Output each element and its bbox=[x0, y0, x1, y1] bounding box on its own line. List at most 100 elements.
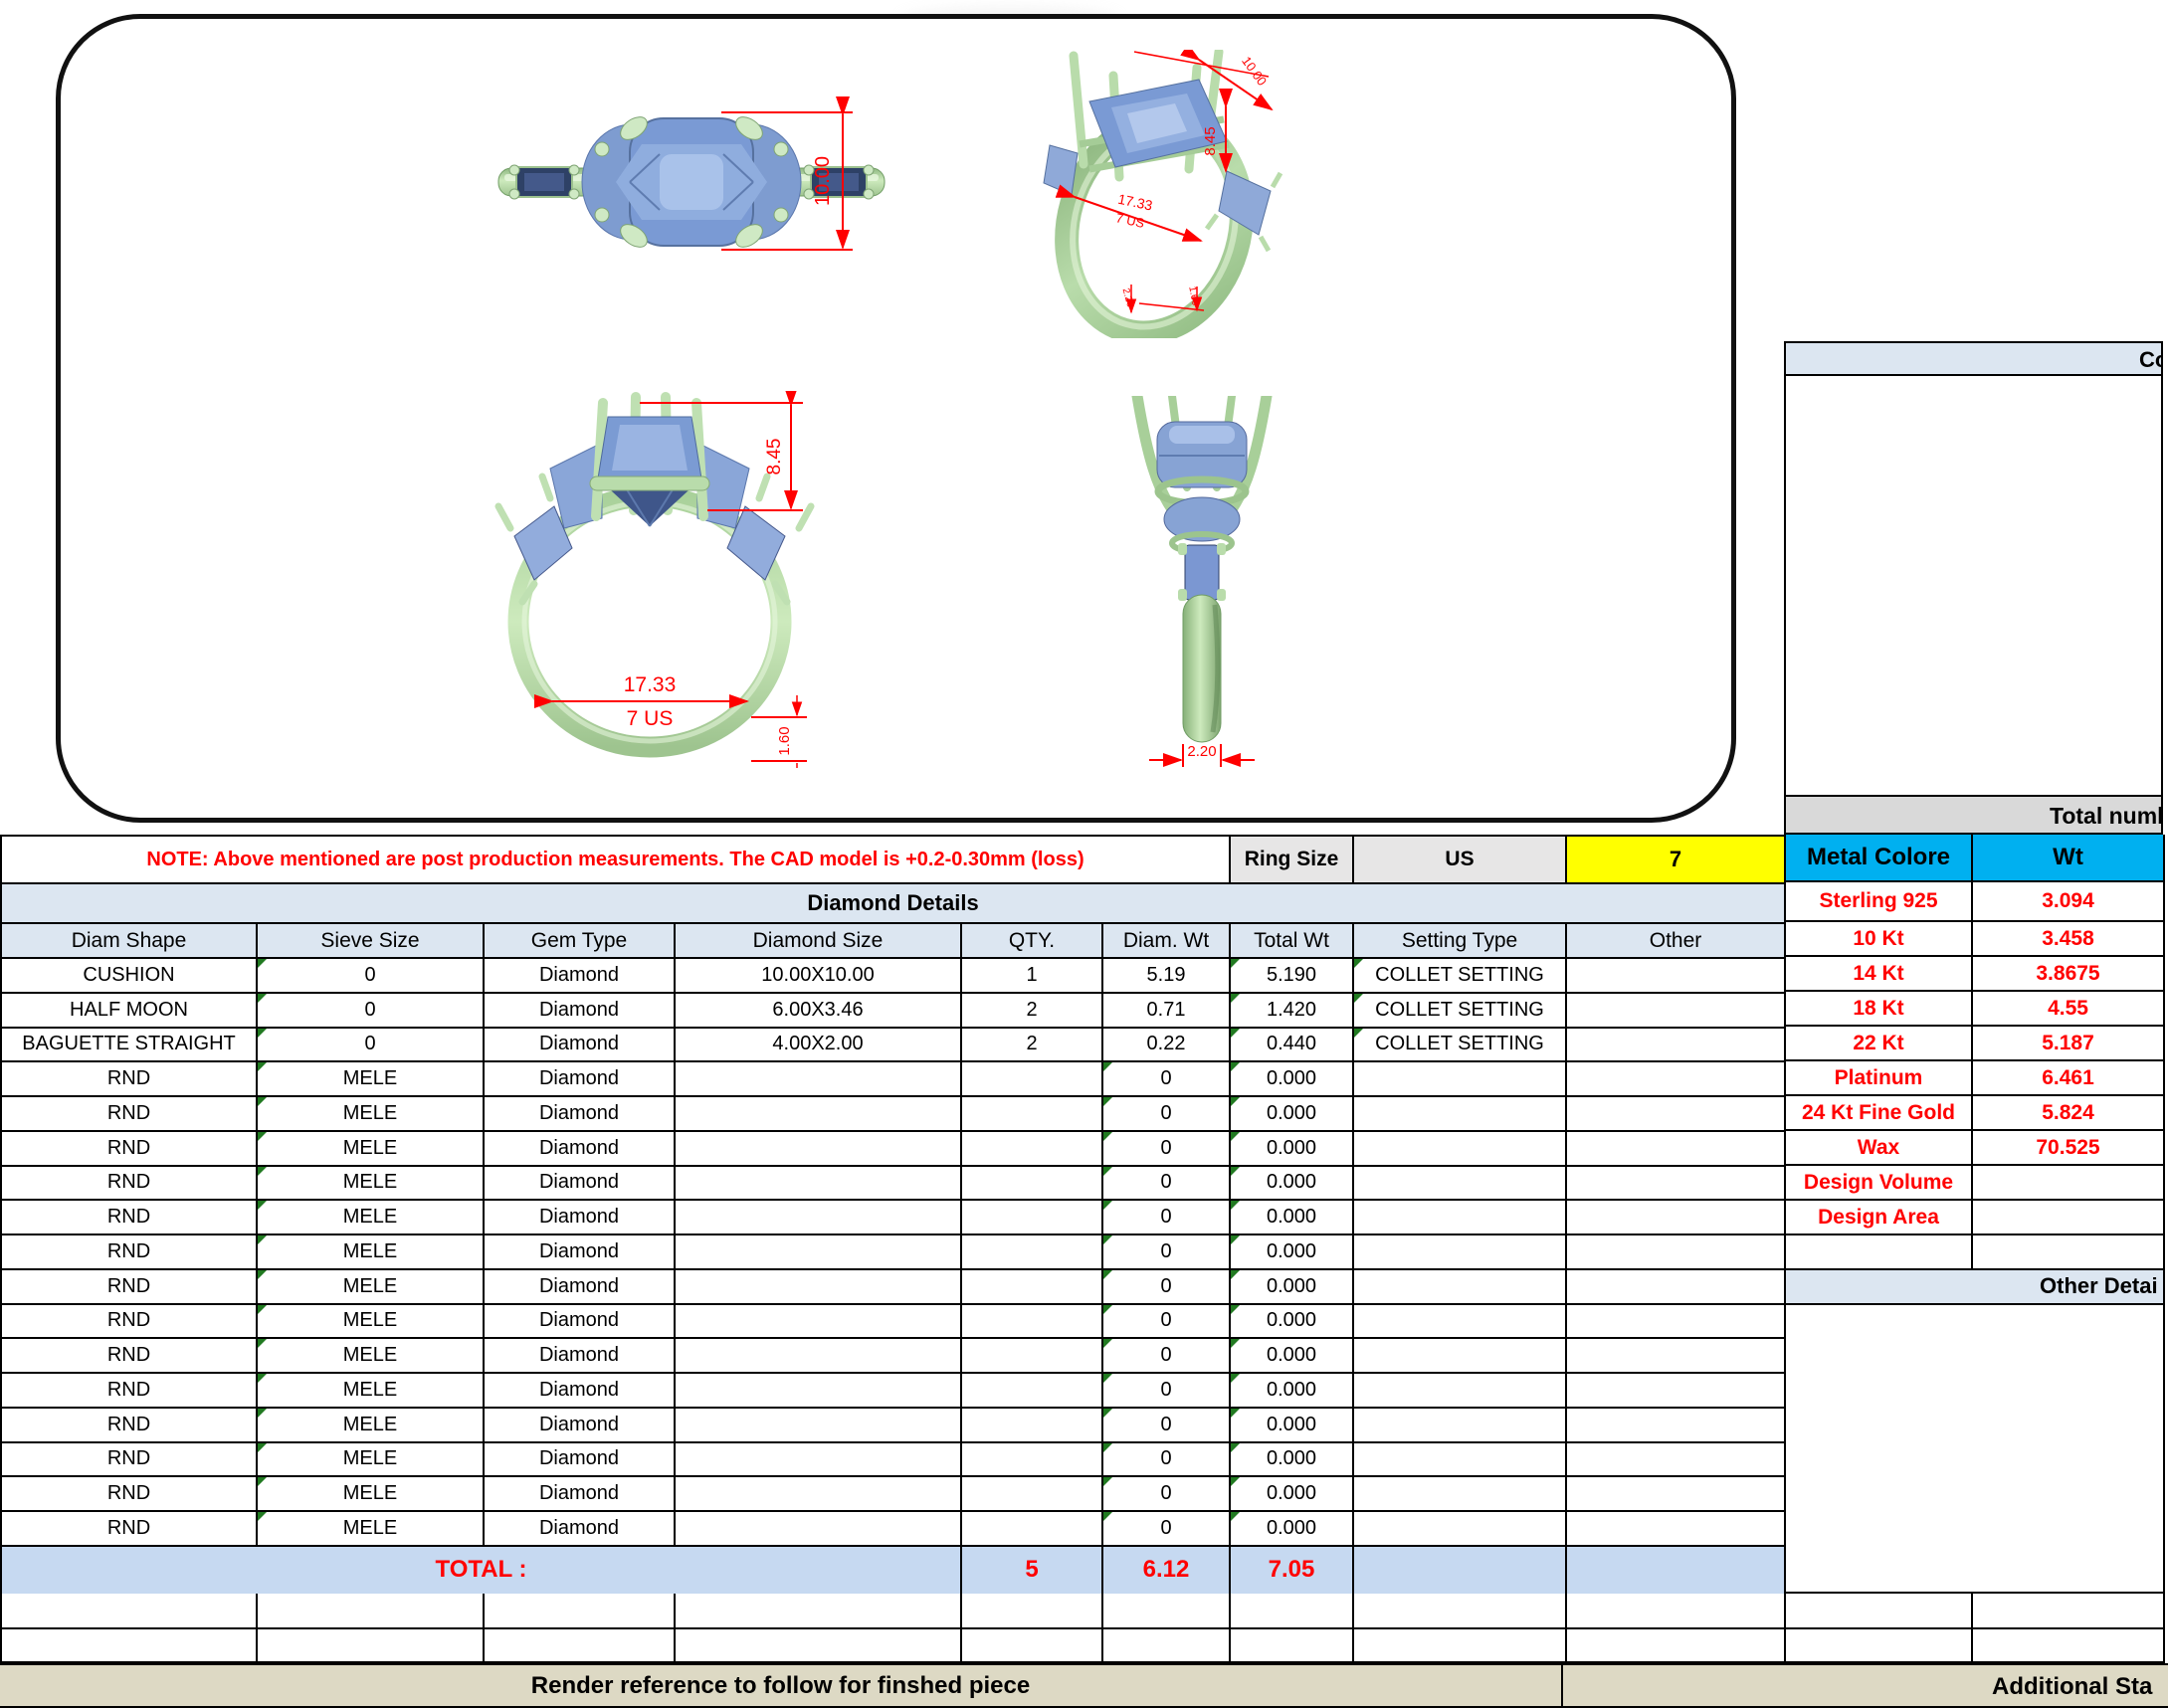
cell-total-wt[interactable]: 0.000 bbox=[1231, 1442, 1354, 1478]
total-label[interactable]: TOTAL : bbox=[2, 1546, 962, 1596]
cell-metal-weight[interactable]: 5.824 bbox=[1973, 1096, 2165, 1131]
cell-diam-shape[interactable]: RND bbox=[2, 1235, 258, 1270]
empty-cell[interactable] bbox=[1231, 1594, 1354, 1629]
cell-metal-weight[interactable]: 3.094 bbox=[1973, 882, 2165, 922]
empty-cell[interactable] bbox=[676, 1629, 962, 1663]
total-diam-wt[interactable]: 6.12 bbox=[1103, 1546, 1231, 1596]
cell-other[interactable] bbox=[1567, 1374, 1786, 1409]
cell-total-wt[interactable]: 1.420 bbox=[1231, 993, 1354, 1029]
cell-diam-wt[interactable]: 0 bbox=[1103, 1235, 1231, 1270]
cell-diam-wt[interactable]: 0 bbox=[1103, 1304, 1231, 1340]
cell-metal-weight[interactable]: 4.55 bbox=[1973, 992, 2165, 1027]
cell-total-wt[interactable]: 0.000 bbox=[1231, 1131, 1354, 1167]
cell-diam-wt[interactable]: 0 bbox=[1103, 1339, 1231, 1374]
cell-other[interactable] bbox=[1567, 1339, 1786, 1374]
cell-other[interactable] bbox=[1567, 1131, 1786, 1167]
cell-other[interactable] bbox=[1567, 1028, 1786, 1063]
col-header-diam-wt[interactable]: Diam. Wt bbox=[1103, 924, 1231, 959]
cell-gem-type[interactable]: Diamond bbox=[485, 1201, 676, 1235]
cell-diam-shape[interactable]: RND bbox=[2, 1442, 258, 1478]
empty-cell[interactable] bbox=[258, 1629, 485, 1663]
cell-diamond-size[interactable] bbox=[676, 1166, 962, 1202]
cell-metal-weight[interactable]: 70.525 bbox=[1973, 1131, 2165, 1166]
empty-cell[interactable] bbox=[258, 1594, 485, 1629]
cell-setting-type[interactable] bbox=[1354, 1097, 1567, 1132]
cell-metal-weight[interactable]: 5.187 bbox=[1973, 1027, 2165, 1061]
cell-diam-wt[interactable]: 5.19 bbox=[1103, 959, 1231, 994]
cell-diam-wt[interactable]: 0 bbox=[1103, 1408, 1231, 1443]
cell-diamond-size[interactable] bbox=[676, 1269, 962, 1305]
cell-sieve-size[interactable]: MELE bbox=[258, 1512, 485, 1547]
cell-other[interactable] bbox=[1567, 993, 1786, 1029]
metal-wt-header[interactable]: Wt bbox=[1973, 835, 2165, 882]
cell-setting-type[interactable] bbox=[1354, 1131, 1567, 1167]
cell-gem-type[interactable]: Diamond bbox=[485, 1062, 676, 1097]
cell-setting-type[interactable] bbox=[1354, 1339, 1567, 1374]
cell-diam-shape[interactable]: RND bbox=[2, 1097, 258, 1132]
cell-total-wt[interactable]: 0.000 bbox=[1231, 1408, 1354, 1443]
cell-metal-name[interactable]: 10 Kt bbox=[1786, 922, 1973, 957]
total-qty[interactable]: 5 bbox=[962, 1546, 1103, 1596]
cell-other[interactable] bbox=[1567, 1512, 1786, 1547]
empty-cell[interactable] bbox=[2, 1594, 258, 1629]
cell-qty[interactable] bbox=[962, 1374, 1103, 1409]
empty-cell[interactable] bbox=[2, 1629, 258, 1663]
cell-gem-type[interactable]: Diamond bbox=[485, 1028, 676, 1063]
empty-cell[interactable] bbox=[1567, 1629, 1786, 1663]
empty-cell[interactable] bbox=[1786, 1594, 1973, 1629]
empty-cell[interactable] bbox=[1354, 1594, 1567, 1629]
cell-metal-name[interactable]: Wax bbox=[1786, 1131, 1973, 1166]
cell-setting-type[interactable] bbox=[1354, 1512, 1567, 1547]
cell-qty[interactable]: 2 bbox=[962, 1028, 1103, 1063]
cell-diam-shape[interactable]: RND bbox=[2, 1304, 258, 1340]
empty-cell[interactable] bbox=[962, 1629, 1103, 1663]
cell-diam-wt[interactable]: 0 bbox=[1103, 1477, 1231, 1512]
cell-sieve-size[interactable]: MELE bbox=[258, 1374, 485, 1409]
cell-sieve-size[interactable]: MELE bbox=[258, 1166, 485, 1202]
cell-diam-wt[interactable]: 0.71 bbox=[1103, 993, 1231, 1029]
cell-other[interactable] bbox=[1567, 1166, 1786, 1202]
cell-total-wt[interactable]: 0.000 bbox=[1231, 1512, 1354, 1547]
empty-cell[interactable] bbox=[1973, 1594, 2165, 1629]
cell-setting-type[interactable] bbox=[1354, 1408, 1567, 1443]
cell-diamond-size[interactable] bbox=[676, 1235, 962, 1270]
total-setting-empty[interactable] bbox=[1354, 1546, 1567, 1596]
cell-diamond-size[interactable] bbox=[676, 1097, 962, 1132]
cell-total-wt[interactable]: 0.000 bbox=[1231, 1269, 1354, 1305]
cell-diam-wt[interactable]: 0 bbox=[1103, 1131, 1231, 1167]
cell-setting-type[interactable]: COLLET SETTING bbox=[1354, 993, 1567, 1029]
cell-diam-wt[interactable]: 0 bbox=[1103, 1097, 1231, 1132]
cell-gem-type[interactable]: Diamond bbox=[485, 1339, 676, 1374]
cell-total-wt[interactable]: 0.000 bbox=[1231, 1304, 1354, 1340]
cell-qty[interactable] bbox=[962, 1201, 1103, 1235]
cell-setting-type[interactable]: COLLET SETTING bbox=[1354, 1028, 1567, 1063]
empty-cell[interactable] bbox=[1103, 1629, 1231, 1663]
cell-setting-type[interactable] bbox=[1354, 1374, 1567, 1409]
total-other-empty[interactable] bbox=[1567, 1546, 1786, 1596]
cell-diamond-size[interactable] bbox=[676, 1131, 962, 1167]
cell-diam-shape[interactable]: RND bbox=[2, 1339, 258, 1374]
cell-diam-shape[interactable]: HALF MOON bbox=[2, 993, 258, 1029]
cell-diam-wt[interactable]: 0 bbox=[1103, 1166, 1231, 1202]
cell-qty[interactable] bbox=[962, 1304, 1103, 1340]
cell-diamond-size[interactable] bbox=[676, 1408, 962, 1443]
cell-sieve-size[interactable]: MELE bbox=[258, 1269, 485, 1305]
cell-diam-shape[interactable]: RND bbox=[2, 1408, 258, 1443]
other-details-box[interactable] bbox=[1786, 1305, 2165, 1594]
cell-diam-shape[interactable]: RND bbox=[2, 1269, 258, 1305]
cell-total-wt[interactable]: 5.190 bbox=[1231, 959, 1354, 994]
empty-cell[interactable] bbox=[1567, 1594, 1786, 1629]
cell-gem-type[interactable]: Diamond bbox=[485, 1097, 676, 1132]
table-title[interactable]: Diamond Details bbox=[2, 884, 1786, 924]
cell-diamond-size[interactable] bbox=[676, 1339, 962, 1374]
cell-other[interactable] bbox=[1567, 1062, 1786, 1097]
cell-sieve-size[interactable]: MELE bbox=[258, 1062, 485, 1097]
additional-stamping-band[interactable]: Additional Sta bbox=[1563, 1665, 2168, 1706]
cell-sieve-size[interactable]: MELE bbox=[258, 1235, 485, 1270]
cell-total-wt[interactable]: 0.000 bbox=[1231, 1201, 1354, 1235]
cell-metal-weight[interactable]: 6.461 bbox=[1973, 1061, 2165, 1096]
comments-header-band[interactable]: Co bbox=[1784, 341, 2163, 376]
cell-metal-name[interactable]: Design Area bbox=[1786, 1201, 1973, 1235]
cell-diam-shape[interactable]: RND bbox=[2, 1062, 258, 1097]
cell-qty[interactable] bbox=[962, 1442, 1103, 1478]
